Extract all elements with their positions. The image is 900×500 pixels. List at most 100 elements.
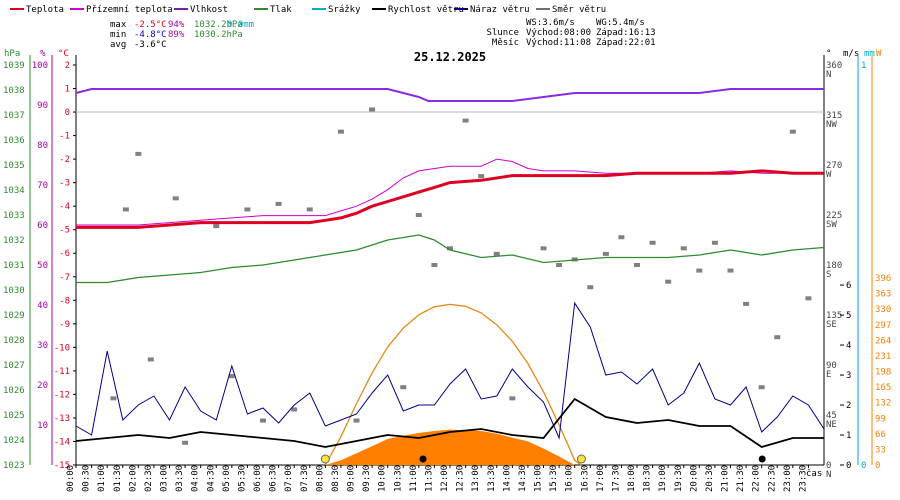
tick-hpa: 1034 — [3, 186, 25, 196]
time-tick-label: 16:30 — [580, 465, 590, 492]
wind-direction-point — [805, 296, 812, 301]
wind-direction-point — [431, 263, 438, 267]
tick-w: 396 — [875, 274, 891, 284]
tick-dir: 90 — [826, 361, 837, 371]
sun-set: Západ:16:13 — [596, 28, 656, 38]
time-tick-label: 00:30 — [82, 465, 92, 492]
tick-ms: 0 — [846, 461, 851, 471]
stat-avg-label: avg — [110, 40, 126, 50]
time-tick-label: 04:30 — [206, 465, 216, 492]
time-tick-label: 11:00 — [409, 465, 419, 492]
tick-dir-label: N — [826, 470, 831, 480]
tick-pct: 20 — [37, 381, 48, 391]
tick-dir-label: N — [826, 70, 831, 80]
wind-ws: WS:3.6m/s — [526, 18, 575, 28]
unit-dir: ° — [826, 49, 831, 59]
tick-pct: 50 — [37, 261, 48, 271]
tick-hpa: 1030 — [3, 286, 25, 296]
tick-dir-label: E — [826, 370, 831, 380]
stat-max-rain: 0.0mm — [227, 20, 254, 30]
time-axis: 00:00 00:30 01:00 01:30 02:00 02:30 03:00 03:30… — [66, 465, 822, 492]
sunset-marker — [576, 454, 586, 464]
unit-w: W — [876, 49, 882, 59]
time-tick-label: 01:30 — [113, 465, 123, 492]
time-tick-label: 07:00 — [284, 465, 294, 492]
tick-hpa: 1035 — [3, 161, 25, 171]
moon-set: Západ:22:01 — [596, 38, 656, 48]
tick-w: 330 — [875, 305, 891, 315]
tick-w: 66 — [875, 430, 886, 440]
tick-dir-label: NW — [826, 120, 837, 130]
stat-min-label: min — [110, 30, 126, 40]
time-tick-label: 10:30 — [393, 465, 403, 492]
legend-label: Přízemní teplota — [86, 5, 173, 15]
tick-w: 264 — [875, 336, 891, 346]
tick-ms: 3 — [846, 371, 851, 381]
tick-w: 132 — [875, 399, 891, 409]
wind-direction-point — [602, 251, 609, 256]
moon-rise: Východ:11:08 — [526, 38, 591, 48]
wind-direction-point — [172, 196, 179, 201]
plot-area — [75, 88, 825, 466]
time-tick-label: 15:30 — [549, 465, 559, 492]
time-tick-label: 20:30 — [705, 465, 715, 492]
tick-w: 297 — [875, 321, 891, 331]
wind-direction-point — [634, 263, 640, 267]
time-tick-label: 22:00 — [752, 465, 762, 492]
tick-deg: -13 — [54, 414, 70, 424]
time-tick-label: 10:00 — [378, 465, 388, 492]
time-tick-label: 06:00 — [253, 465, 263, 492]
tick-deg: -10 — [54, 343, 70, 353]
time-tick-label: 18:00 — [627, 465, 637, 492]
time-tick-label: 08:30 — [331, 465, 341, 492]
tick-dir: 45 — [826, 411, 837, 421]
time-tick-label: 22:30 — [767, 465, 777, 492]
unit-mm: mm — [864, 49, 875, 59]
time-tick-label: 14:00 — [502, 465, 512, 492]
time-tick-label: 05:30 — [237, 465, 247, 492]
chart-axes: hPa% °C ° m/s mm W102310241025102610271028102… — [3, 49, 891, 480]
tick-deg: -5 — [59, 226, 70, 236]
x-axis-label: čas — [806, 468, 822, 479]
tick-pct: 80 — [37, 141, 48, 151]
tick-deg: -15 — [54, 461, 70, 471]
tick-hpa: 1031 — [3, 261, 25, 271]
wind-speed-line — [75, 397, 824, 448]
tick-ms: 4 — [846, 341, 851, 351]
time-tick-label: 23:00 — [783, 465, 793, 492]
wind-direction-point — [462, 118, 469, 123]
tick-pct: 40 — [37, 301, 48, 311]
tick-dir: 0 — [826, 461, 831, 471]
pressure-line — [76, 234, 825, 284]
moonset-marker — [758, 455, 766, 463]
tick-deg: -11 — [54, 367, 70, 377]
tick-hpa: 1028 — [3, 336, 25, 346]
wind-direction-point — [696, 268, 703, 273]
legend-label: Vlhkost — [190, 5, 228, 15]
tick-dir-label: NE — [826, 420, 837, 430]
time-tick-label: 12:30 — [456, 465, 466, 492]
tick-w: 99 — [875, 414, 886, 424]
wind-direction-point — [618, 235, 625, 240]
time-tick-label: 14:30 — [518, 465, 528, 492]
moonrise-marker — [419, 455, 427, 463]
tick-w: 198 — [875, 368, 891, 378]
tick-hpa: 1029 — [3, 311, 25, 321]
wind-direction-point — [415, 213, 422, 217]
tick-dir: 225 — [826, 211, 842, 221]
tick-hpa: 1039 — [3, 61, 25, 71]
stat-max-temp: -2.5°C — [134, 20, 167, 30]
tick-ms: 1 — [846, 431, 851, 441]
tick-dir-label: W — [826, 170, 832, 180]
wind-direction-point — [147, 357, 154, 362]
wind-gust-line — [75, 301, 825, 440]
sunrise-marker — [320, 454, 330, 464]
wind-direction-point — [244, 207, 251, 212]
tick-deg: 0 — [65, 108, 70, 118]
time-tick-label: 19:00 — [658, 465, 668, 492]
time-tick-label: 17:30 — [611, 465, 621, 492]
wind-direction-point — [711, 240, 718, 245]
wind-direction-point — [228, 374, 235, 379]
time-tick-label: 00:00 — [66, 465, 76, 492]
